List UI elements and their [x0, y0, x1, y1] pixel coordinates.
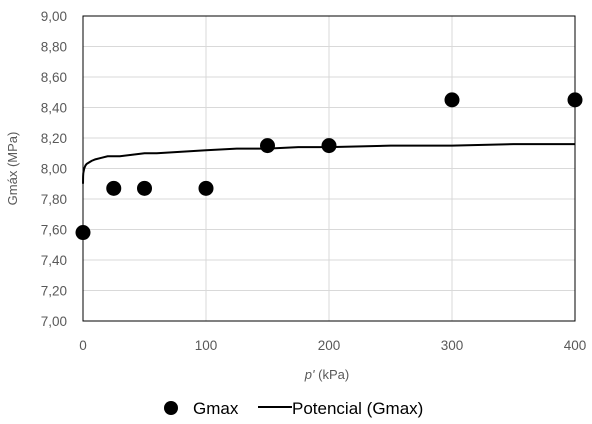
- y-axis-title: Gmáx (MPa): [5, 132, 20, 206]
- x-tick-label: 400: [564, 338, 587, 353]
- data-point-gmax: [137, 180, 152, 196]
- x-tick-label: 200: [318, 338, 341, 353]
- y-tick-label: 7,00: [41, 314, 67, 329]
- data-point-gmax: [567, 92, 583, 108]
- y-tick-label: 8,40: [41, 101, 67, 116]
- legend: Gmax Potencial (Gmax): [164, 399, 423, 418]
- legend-marker-gmax: [164, 401, 178, 415]
- x-tick-label: 100: [195, 338, 218, 353]
- data-point-gmax: [75, 225, 91, 241]
- x-axis-title-symbol: p': [304, 367, 315, 382]
- y-tick-label: 8,60: [41, 70, 67, 85]
- data-point-gmax: [106, 180, 122, 196]
- y-tick-label: 7,80: [41, 192, 67, 207]
- series: [75, 92, 583, 241]
- x-tick-label: 0: [79, 338, 87, 353]
- tick-labels: 7,00 7,20 7,40 7,60 7,80 8,00 8,20 8,40 8,60 8,80…: [41, 9, 587, 353]
- x-tick-label: 300: [441, 338, 464, 353]
- data-point-gmax: [444, 92, 460, 108]
- legend-label-potencial: Potencial (Gmax): [292, 399, 423, 418]
- y-tick-label: 8,00: [41, 162, 67, 177]
- y-tick-label: 7,20: [41, 284, 67, 299]
- y-tick-label: 9,00: [41, 9, 67, 24]
- data-point-gmax: [321, 138, 337, 154]
- legend-label-gmax: Gmax: [193, 399, 239, 418]
- trendline-potencial: [82, 143, 575, 184]
- plot-area: [82, 15, 576, 322]
- data-point-gmax: [260, 138, 275, 154]
- y-tick-label: 7,40: [41, 253, 67, 268]
- y-tick-label: 7,60: [41, 223, 67, 238]
- y-tick-label: 8,20: [41, 131, 67, 146]
- grid: [82, 15, 576, 322]
- data-point-gmax: [198, 180, 214, 196]
- x-axis-title: p' (kPa): [304, 367, 349, 382]
- x-axis-title-unit: (kPa): [315, 367, 350, 382]
- y-tick-label: 8,80: [41, 40, 67, 55]
